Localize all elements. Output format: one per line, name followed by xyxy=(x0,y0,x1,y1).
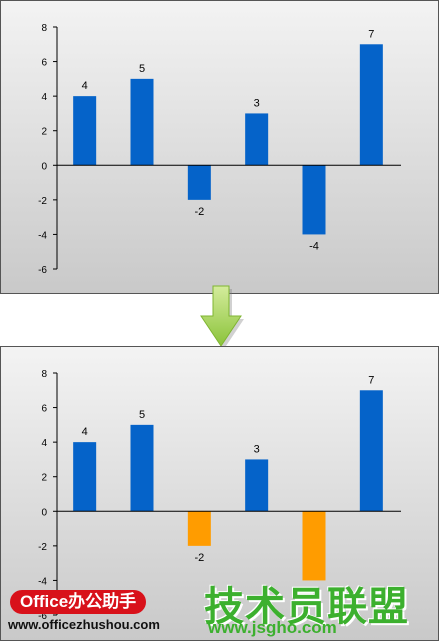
data-label: -4 xyxy=(309,240,319,252)
data-label: -2 xyxy=(194,206,204,218)
bar xyxy=(302,511,326,581)
bar xyxy=(359,44,383,166)
y-tick-label: -6 xyxy=(38,265,47,276)
jsgho-brand-text: 技术员联盟 xyxy=(204,584,409,630)
bar xyxy=(130,424,154,512)
bar xyxy=(73,442,97,512)
jsgho-logo: 技术员联盟 www.jsgho.com xyxy=(196,574,438,640)
bar xyxy=(187,165,211,200)
y-tick-label: 2 xyxy=(41,127,47,138)
down-arrow-icon xyxy=(196,282,246,357)
office-logo: Office办公助手 www.officezhushou.com xyxy=(4,584,184,639)
data-label: 4 xyxy=(82,426,88,438)
y-tick-label: 4 xyxy=(41,92,47,103)
modified-chart: 8 6 4 2 0 -2 -4 -6 4 5 -2 3 -4 7 xyxy=(38,369,401,622)
y-tick-label: 6 xyxy=(41,404,47,415)
y-tick-label: -2 xyxy=(38,196,47,207)
data-label: -2 xyxy=(194,552,204,564)
office-brand-text: Office办公助手 xyxy=(10,590,147,614)
y-tick-label: 6 xyxy=(41,58,47,69)
bar xyxy=(245,459,269,512)
data-label: -4 xyxy=(309,586,319,598)
y-tick-label: 0 xyxy=(41,161,47,172)
data-label: 5 xyxy=(139,63,145,75)
bar xyxy=(130,78,154,166)
bar xyxy=(73,96,97,166)
bar xyxy=(359,390,383,512)
bar xyxy=(187,511,211,546)
original-chart-panel: 8 6 4 2 0 -2 -4 -6 4 5 -2 3 -4 7 xyxy=(0,0,439,294)
bar xyxy=(302,165,326,235)
y-tick-label: -4 xyxy=(38,230,47,241)
original-chart: 8 6 4 2 0 -2 -4 -6 4 5 -2 3 -4 7 xyxy=(38,23,401,276)
data-label: 7 xyxy=(368,28,374,40)
jsgho-url-text: www.jsgho.com xyxy=(208,618,337,637)
y-tick-label: -2 xyxy=(38,542,47,553)
data-label: 7 xyxy=(368,374,374,386)
data-label: 3 xyxy=(254,443,260,455)
y-tick-label: 4 xyxy=(41,438,47,449)
bar xyxy=(245,113,269,166)
data-label: 5 xyxy=(139,409,145,421)
data-label: 4 xyxy=(82,80,88,92)
y-tick-label: -6 xyxy=(38,611,47,622)
y-tick-label: -4 xyxy=(38,576,47,587)
y-tick-label: 2 xyxy=(41,473,47,484)
y-tick-label: 8 xyxy=(41,23,47,34)
y-tick-label: 0 xyxy=(41,507,47,518)
data-label: 3 xyxy=(254,97,260,109)
office-url-text: www.officezhushou.com xyxy=(8,617,160,632)
y-tick-label: 8 xyxy=(41,369,47,380)
